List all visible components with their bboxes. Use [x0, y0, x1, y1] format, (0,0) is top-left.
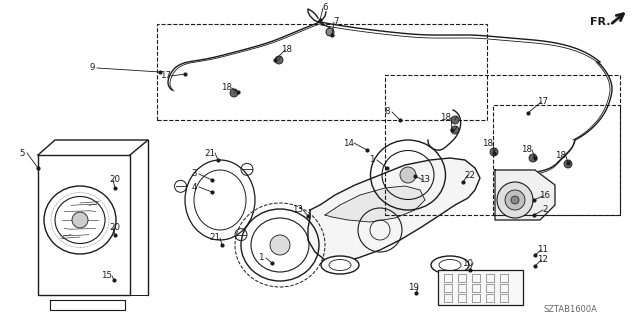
Polygon shape — [495, 170, 555, 220]
Text: 13: 13 — [419, 175, 431, 185]
Bar — [444, 294, 452, 302]
Text: 6: 6 — [323, 4, 328, 12]
Text: 18: 18 — [483, 139, 493, 148]
Text: 8: 8 — [384, 108, 390, 116]
Ellipse shape — [431, 256, 469, 274]
Circle shape — [497, 182, 533, 218]
Text: 22: 22 — [465, 171, 476, 180]
Circle shape — [451, 126, 459, 134]
Bar — [458, 294, 466, 302]
Bar — [500, 284, 508, 292]
Bar — [486, 294, 494, 302]
Text: 18: 18 — [221, 84, 232, 92]
Text: 1: 1 — [259, 253, 264, 262]
Circle shape — [275, 56, 283, 64]
Bar — [157, 24, 487, 120]
Circle shape — [505, 190, 525, 210]
Bar — [472, 274, 480, 282]
Circle shape — [72, 212, 88, 228]
Text: 20: 20 — [109, 175, 120, 185]
Text: 16: 16 — [540, 191, 550, 201]
Polygon shape — [308, 158, 480, 262]
Bar — [472, 284, 480, 292]
Circle shape — [490, 148, 498, 156]
Text: 18: 18 — [522, 146, 532, 155]
Text: 7: 7 — [333, 18, 339, 27]
Polygon shape — [325, 186, 425, 222]
Circle shape — [529, 154, 537, 162]
Text: 10: 10 — [463, 259, 474, 268]
Bar — [472, 294, 480, 302]
Text: 18: 18 — [556, 151, 566, 161]
Text: 12: 12 — [538, 255, 548, 265]
Text: 17: 17 — [161, 71, 172, 81]
Text: 13: 13 — [292, 205, 303, 214]
Text: 2: 2 — [542, 205, 548, 214]
Text: 19: 19 — [408, 284, 419, 292]
Ellipse shape — [321, 256, 359, 274]
Text: 3: 3 — [191, 170, 196, 179]
Text: 4: 4 — [191, 182, 196, 191]
Text: 9: 9 — [90, 63, 95, 73]
Bar — [493, 105, 620, 215]
Text: 21: 21 — [205, 148, 216, 157]
Circle shape — [230, 89, 238, 97]
Bar — [500, 274, 508, 282]
Text: SZTAB1600A: SZTAB1600A — [543, 306, 597, 315]
Text: 11: 11 — [538, 245, 548, 254]
Bar — [385, 75, 620, 215]
Bar — [444, 284, 452, 292]
Text: 14: 14 — [344, 139, 355, 148]
Text: 5: 5 — [19, 148, 25, 157]
Text: 17: 17 — [538, 98, 548, 107]
Text: 21: 21 — [209, 234, 221, 243]
Bar — [486, 284, 494, 292]
Text: FR.: FR. — [590, 17, 611, 27]
Bar — [444, 274, 452, 282]
Circle shape — [400, 167, 416, 183]
Text: 18: 18 — [282, 45, 292, 54]
Circle shape — [270, 235, 290, 255]
Circle shape — [564, 160, 572, 168]
Text: 1: 1 — [369, 156, 375, 164]
Text: 18: 18 — [440, 114, 451, 123]
Bar — [458, 284, 466, 292]
Circle shape — [326, 28, 334, 36]
Circle shape — [511, 196, 519, 204]
Bar — [500, 294, 508, 302]
Text: 20: 20 — [109, 223, 120, 233]
Text: 15: 15 — [102, 271, 113, 281]
Bar — [438, 270, 523, 305]
Circle shape — [451, 116, 459, 124]
Bar — [486, 274, 494, 282]
Bar — [458, 274, 466, 282]
